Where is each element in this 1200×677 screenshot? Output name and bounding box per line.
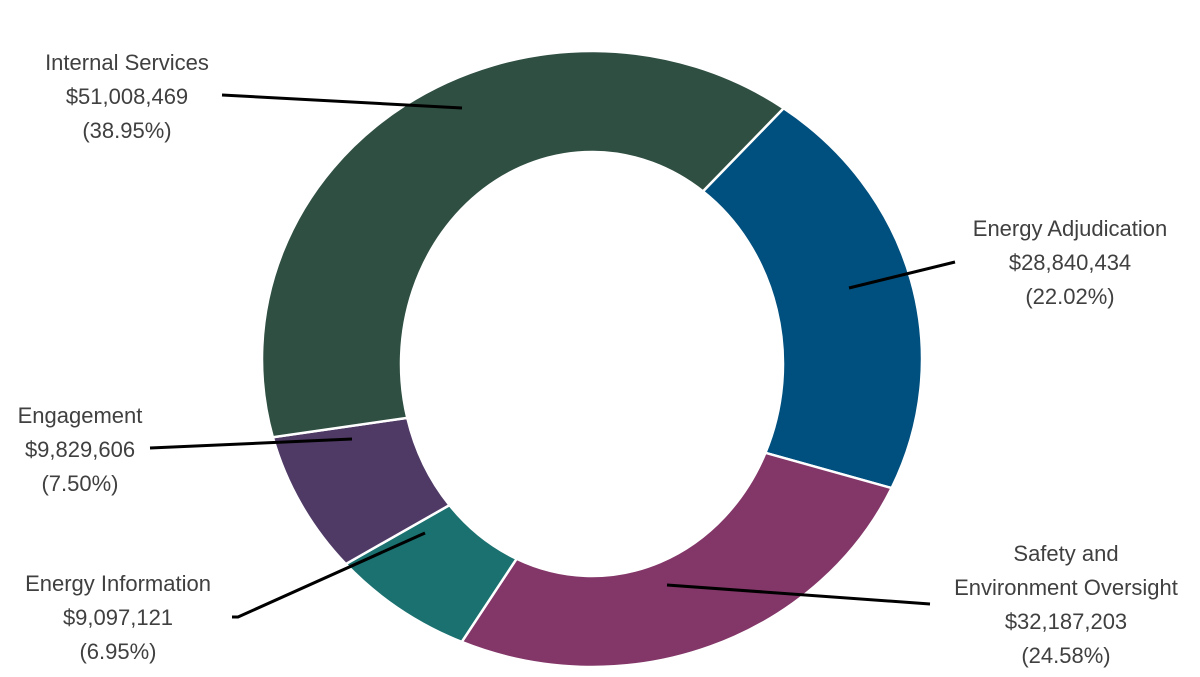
slice-label: Energy Adjudication: [972, 216, 1168, 241]
leader-line-energy-information: [232, 531, 426, 619]
slice-label: Engagement: [17, 403, 143, 428]
donut-slice-energy-adjudication: [701, 106, 924, 490]
slice-value: $32,187,203: [1004, 609, 1128, 634]
slice-value: $51,008,469: [65, 84, 189, 109]
data-label-energy-adjudication: Energy Adjudication $28,840,434 (22.02%): [973, 212, 1167, 314]
slice-value: $9,097,121: [62, 605, 174, 630]
data-label-energy-information: Energy Information $9,097,121 (6.95%): [25, 567, 211, 669]
slice-label: Energy Information: [25, 571, 211, 596]
slice-value: $28,840,434: [1008, 250, 1132, 275]
slice-label: Safety and: [1013, 541, 1119, 566]
donut-slice-safety-and-environment-oversight: [459, 451, 894, 669]
leader-line-energy-adjudication: [848, 260, 956, 290]
slice-percent: (22.02%): [1025, 284, 1115, 309]
leader-line-internal-services: [221, 93, 463, 110]
slice-percent: (38.95%): [82, 118, 172, 143]
slice-label: Environment Oversight: [954, 575, 1178, 600]
donut-slice-internal-services: [260, 49, 786, 439]
leader-line-engagement: [149, 437, 353, 450]
leader-line-safety: [666, 583, 931, 606]
slice-percent: (24.58%): [1021, 643, 1111, 668]
slice-value: $9,829,606: [24, 437, 136, 462]
data-label-internal-services: Internal Services $51,008,469 (38.95%): [45, 46, 209, 148]
slice-percent: (7.50%): [41, 471, 119, 496]
slice-label: Internal Services: [45, 50, 209, 75]
data-label-engagement: Engagement $9,829,606 (7.50%): [18, 399, 143, 501]
data-label-safety: Safety and Environment Oversight $32,187…: [954, 537, 1178, 673]
slice-percent: (6.95%): [79, 639, 157, 664]
